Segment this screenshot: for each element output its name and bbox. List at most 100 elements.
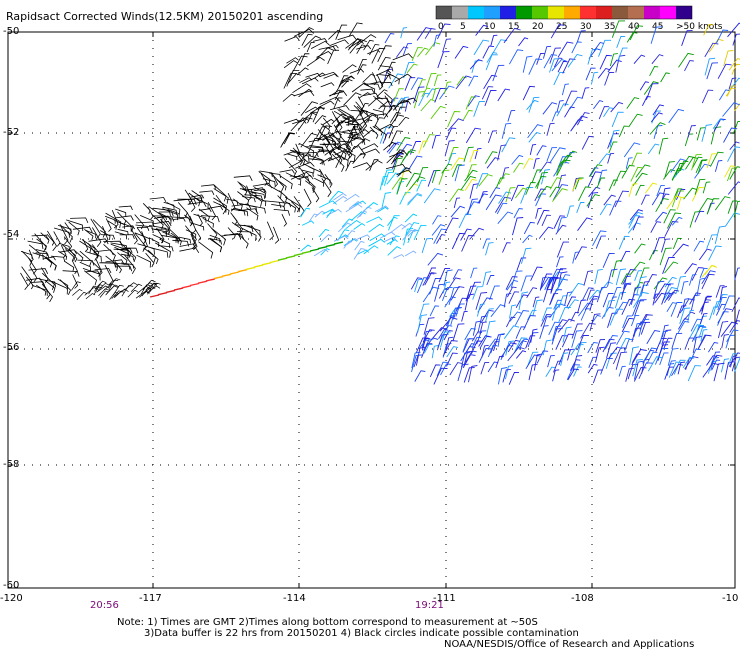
wind-barb	[82, 239, 89, 253]
wind-barb	[540, 314, 552, 327]
wind-barb	[71, 260, 78, 275]
wind-barb	[691, 186, 705, 202]
wind-barb	[609, 129, 620, 148]
wind-barb	[374, 124, 383, 136]
wind-barb	[191, 233, 198, 251]
wind-barb	[647, 356, 663, 372]
wind-barb	[135, 224, 154, 233]
wind-barb	[423, 343, 433, 354]
wind-barb	[258, 171, 271, 185]
wind-barb	[549, 289, 563, 305]
wind-barb	[543, 54, 557, 69]
wind-barb	[567, 53, 583, 68]
wind-barb	[723, 127, 738, 143]
wind-barb	[378, 100, 392, 110]
wind-barb	[337, 222, 352, 233]
wind-barb	[541, 214, 551, 227]
wind-barb	[172, 216, 191, 224]
wind-barb	[324, 136, 337, 147]
wind-barb	[670, 301, 683, 317]
wind-barb	[273, 209, 290, 216]
wind-barb	[719, 286, 727, 301]
wind-barb	[587, 363, 598, 374]
wind-barb	[99, 290, 109, 298]
wind-barb	[85, 270, 100, 275]
wind-barb	[698, 248, 712, 261]
wind-barb	[326, 208, 342, 216]
wind-barb	[134, 232, 147, 252]
wind-barb	[657, 344, 669, 361]
wind-barb	[413, 91, 425, 109]
wind-barb	[581, 87, 590, 100]
wind-barb	[653, 277, 668, 290]
wind-barb	[611, 260, 623, 278]
wind-barb	[552, 188, 568, 202]
lon-label-111: -111	[433, 593, 456, 604]
wind-barb	[618, 235, 630, 250]
wind-barb	[578, 186, 591, 202]
wind-barb	[352, 162, 371, 169]
wind-barb	[688, 274, 697, 286]
wind-barb	[497, 211, 514, 224]
wind-barb	[243, 224, 261, 237]
wind-barb	[502, 368, 511, 383]
wind-barb	[117, 221, 132, 232]
wind-barb	[259, 170, 273, 178]
wind-barb	[385, 163, 407, 170]
wind-barb	[345, 38, 363, 49]
wind-barb	[633, 322, 642, 337]
wind-barb	[383, 171, 394, 186]
wind-barb	[379, 74, 391, 80]
wind-barb	[148, 237, 160, 247]
wind-barb	[415, 346, 427, 366]
wind-barb	[444, 217, 459, 234]
wind-barb	[587, 192, 599, 209]
wind-barb	[124, 247, 137, 263]
wind-barb	[163, 201, 175, 209]
wind-barb	[162, 231, 177, 243]
wind-barb	[487, 361, 499, 373]
wind-barb	[542, 339, 552, 356]
wind-barb	[147, 206, 154, 220]
wind-barb	[158, 212, 172, 224]
wind-barb	[376, 89, 388, 98]
wind-barb	[684, 133, 694, 147]
wind-barb	[92, 219, 106, 238]
wind-barb	[716, 29, 729, 44]
wind-barb	[285, 172, 302, 186]
wind-barb	[680, 280, 689, 295]
wind-barb	[666, 291, 677, 301]
wind-barb	[687, 309, 695, 322]
wind-barb	[605, 352, 617, 369]
wind-barb	[300, 132, 318, 148]
wind-barb	[306, 56, 325, 67]
wind-barb	[551, 303, 563, 321]
wind-barb	[40, 232, 50, 244]
wind-barb	[589, 164, 603, 177]
wind-barb	[671, 332, 683, 349]
wind-barb	[607, 59, 622, 73]
wind-barb	[515, 350, 527, 359]
wind-barb	[329, 143, 350, 153]
wind-barb	[278, 202, 291, 208]
wind-barb	[696, 277, 707, 297]
wind-barb	[700, 328, 708, 342]
wind-barb	[481, 344, 489, 358]
wind-barb	[495, 196, 511, 213]
wind-barb	[653, 125, 663, 140]
wind-barb	[678, 318, 689, 330]
wind-barb	[353, 105, 362, 117]
wind-barb	[295, 161, 315, 169]
wind-barb	[178, 236, 191, 244]
wind-barb	[666, 195, 682, 210]
wind-barb	[104, 264, 114, 286]
wind-barb	[553, 299, 562, 310]
wind-barb	[718, 89, 731, 101]
wind-barb	[599, 54, 612, 70]
wind-barb	[551, 111, 560, 122]
wind-barb	[733, 356, 740, 373]
wind-barb	[555, 224, 567, 235]
wind-barb	[567, 299, 579, 310]
wind-barb	[114, 265, 133, 272]
wind-barb	[542, 102, 558, 115]
